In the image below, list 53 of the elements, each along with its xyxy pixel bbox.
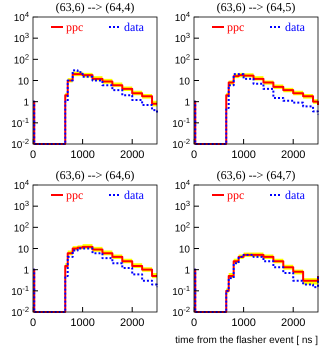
y-tick-label: 10$^{2}$	[14, 220, 29, 234]
y-tick-label: 10$^{3}$	[14, 198, 29, 214]
x-tick-label: 1000	[70, 317, 95, 329]
y-tick-label: 10	[178, 244, 190, 256]
x-tick-label: 1000	[231, 149, 256, 161]
x-tick-label: 0	[190, 149, 198, 161]
y-tick-label: 10$^{-1}$	[11, 283, 29, 298]
x-tick-label: 0	[30, 317, 36, 329]
x-tick-label: 2000	[120, 317, 144, 329]
y-tick-label: 10$^{3}$	[174, 198, 190, 214]
y-tick-label: 10$^{-2}$	[172, 136, 190, 151]
x-tick-label: 1000	[231, 317, 256, 329]
y-tick-label: 10$^{4}$	[14, 178, 29, 192]
legend-label: ppc	[66, 20, 84, 34]
legend-label: data	[124, 20, 145, 34]
x-tick-label: 1000	[70, 149, 95, 161]
chart-title: (63,6) --> (64,6)	[56, 168, 134, 182]
chart-title: (63,6) --> (64,5)	[216, 0, 296, 14]
y-tick-label: 10$^{-2}$	[172, 304, 190, 319]
y-tick-label: 10$^{2}$	[174, 220, 190, 234]
y-tick-label: 10$^{2}$	[174, 52, 190, 66]
legend-label: data	[124, 188, 145, 202]
legend-label: data	[285, 188, 306, 202]
legend-label: ppc	[227, 20, 244, 34]
chart-title: (63,6) --> (64,7)	[216, 168, 296, 182]
y-tick-label: 10$^{-1}$	[11, 115, 29, 130]
x-axis-title: time from the flasher event [ ns ]	[175, 335, 318, 346]
legend-label: ppc	[227, 188, 244, 202]
x-tick-label: 2000	[120, 149, 144, 161]
y-tick-label: 10$^{-2}$	[11, 136, 29, 151]
y-tick-label: 10	[178, 76, 190, 88]
legend-label: data	[285, 20, 306, 34]
y-tick-label: 10$^{-1}$	[172, 283, 190, 298]
y-tick-label: 10$^{4}$	[174, 178, 190, 192]
y-tick-label: 1	[184, 266, 190, 277]
y-tick-label: 10$^{4}$	[14, 10, 29, 24]
y-tick-label: 1	[23, 266, 30, 277]
y-tick-label: 10$^{3}$	[174, 30, 190, 46]
y-tick-label: 10$^{-2}$	[11, 304, 29, 319]
y-tick-label: 1	[184, 98, 190, 109]
x-tick-label: 2000	[280, 149, 306, 161]
legend-label: ppc	[66, 188, 84, 202]
chart-title: (63,6) --> (64,4)	[56, 0, 134, 14]
x-tick-label: 0	[30, 149, 36, 161]
y-tick-label: 10$^{4}$	[174, 10, 190, 24]
x-tick-label: 0	[190, 317, 198, 329]
y-tick-label: 10	[18, 76, 30, 88]
y-tick-label: 10$^{2}$	[14, 52, 29, 66]
y-tick-label: 1	[23, 98, 30, 109]
y-tick-label: 10$^{3}$	[14, 30, 29, 46]
y-tick-label: 10	[18, 244, 30, 256]
x-tick-label: 2000	[280, 317, 306, 329]
y-tick-label: 10$^{-1}$	[172, 115, 190, 130]
